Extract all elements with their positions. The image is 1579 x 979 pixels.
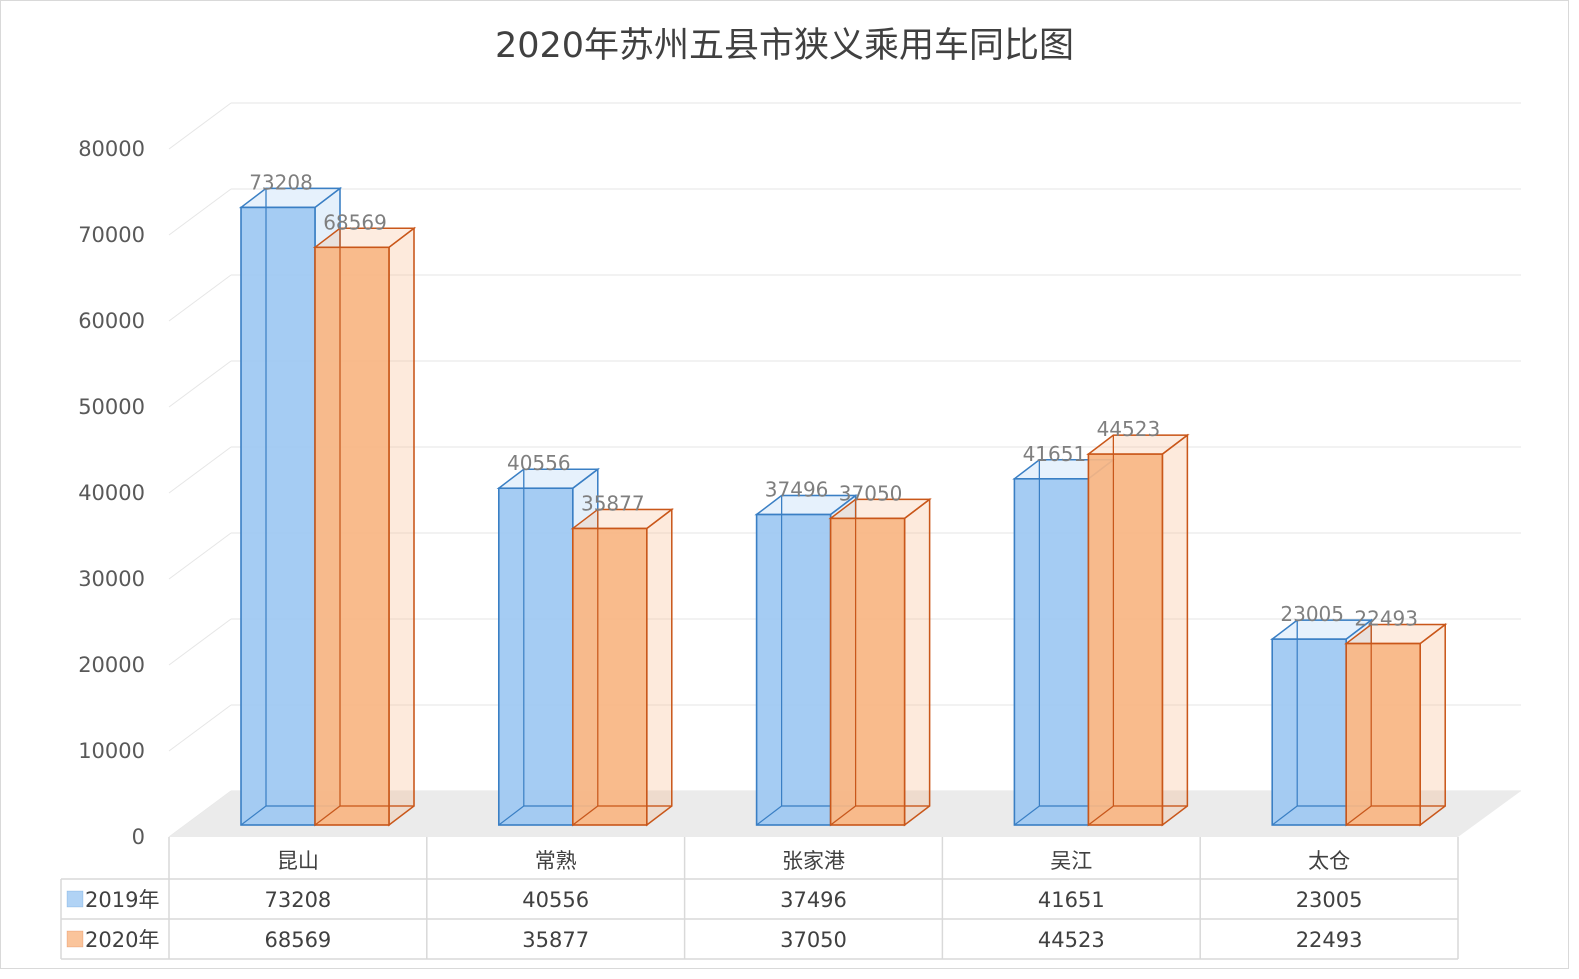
data-label: 41651 [1023,442,1087,466]
data-label: 37050 [839,481,903,505]
bar-front-face [497,487,574,826]
gridline-side [168,188,232,236]
category-label: 吴江 [1050,849,1092,873]
y-tick-label: 30000 [78,567,145,591]
bar-front-face [571,527,648,826]
data-label: 44523 [1097,417,1161,441]
data-label: 68569 [323,210,387,234]
bar-side-face [1419,623,1446,827]
bar-side-face [388,226,415,827]
bar-inner-edge [1088,805,1114,826]
bar-front-face [1013,478,1090,826]
legend-swatch [66,930,84,948]
bar-side-face [1161,433,1189,827]
bar-inner-edge [1271,805,1298,826]
y-tick-label: 60000 [78,309,145,333]
table-value: 37050 [780,928,847,952]
data-label: 37496 [765,478,829,502]
bar-front-face [829,517,906,826]
bar-inner-edge [572,805,599,826]
bar-side-face [646,507,673,827]
data-label: 73208 [249,170,313,194]
bar-inner-edge [830,805,856,826]
chart-title: 2020年苏州五县市狭义乘用车同比图 [494,26,1075,66]
table-value: 35877 [522,928,589,952]
table-value: 37496 [780,888,847,912]
bar-inner-edge [498,805,525,826]
category-label: 常熟 [535,849,577,873]
gridline-side [168,446,232,494]
category-label: 太仓 [1308,849,1350,873]
bar [1343,623,1448,827]
bar-front-face [1087,453,1164,826]
data-label: 35877 [581,491,645,515]
bar-inner-edge [314,805,341,826]
gridline-side [168,102,232,150]
gridline-side [168,618,232,666]
table-value: 73208 [264,888,331,912]
y-tick-label: 80000 [78,137,145,161]
data-label: 40556 [507,451,571,475]
gridline-side [168,360,232,408]
bar [828,497,932,827]
table-value: 23005 [1296,888,1363,912]
bar-inner-edge [1345,805,1372,826]
bar-inner-edge [240,805,267,826]
category-label: 昆山 [277,849,319,873]
bar [1086,433,1190,827]
bar-inner-edge [1014,805,1040,826]
table-value: 44523 [1038,928,1105,952]
bar-front-face [755,513,832,826]
y-tick-label: 0 [132,825,145,849]
y-tick-label: 50000 [78,395,145,419]
y-tick-label: 40000 [78,481,145,505]
data-label: 23005 [1280,602,1344,626]
bar-front-face [1345,642,1421,826]
bar [312,226,417,827]
bar-side-face [903,497,931,827]
gridline-side [168,532,232,580]
bar-front-face [240,206,316,826]
data-label: 22493 [1354,607,1418,631]
gridline-side [168,274,232,322]
bar-front-face [1271,638,1347,826]
legend-swatch [66,890,84,908]
legend-label: 2019年 [85,888,159,912]
y-tick-label: 70000 [78,223,145,247]
legend-label: 2020年 [85,928,159,952]
table-value: 40556 [522,888,589,912]
y-tick-label: 10000 [78,739,145,763]
gridline-side [168,704,232,752]
bar-front-face [314,246,390,826]
bar [570,507,675,827]
table-value: 68569 [264,928,331,952]
y-tick-label: 20000 [78,653,145,677]
table-value: 41651 [1038,888,1105,912]
bar-inner-edge [756,805,782,826]
table-value: 22493 [1296,928,1363,952]
category-label: 张家港 [782,849,845,873]
